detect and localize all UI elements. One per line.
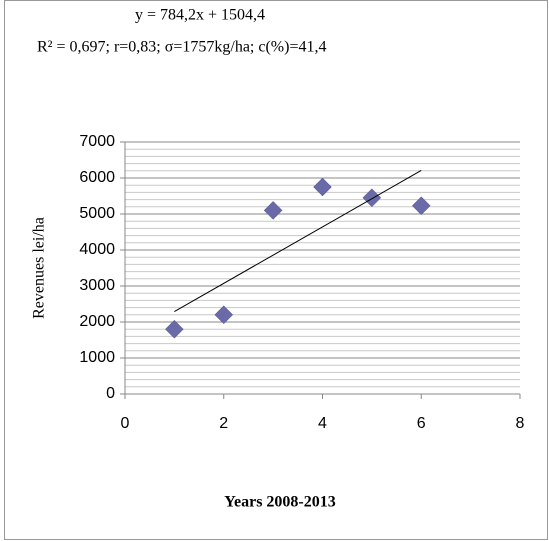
y-axis-label: Revenues lei/ha xyxy=(31,217,48,319)
y-tick-label: 1000 xyxy=(79,349,115,366)
x-axis-label: Years 2008-2013 xyxy=(224,494,336,511)
x-tick-label: 0 xyxy=(121,415,130,432)
y-tick-label: 0 xyxy=(106,385,115,402)
y-tick-label: 4000 xyxy=(79,241,115,258)
data-point xyxy=(165,319,184,339)
y-tick-label: 7000 xyxy=(79,133,115,150)
x-tick-label: 2 xyxy=(219,415,228,432)
trendline xyxy=(174,170,422,313)
chart-subtitle: R² = 0,697; r=0,83; σ=1757kg/ha; c(%)=41… xyxy=(37,39,326,56)
x-tick-label: 8 xyxy=(516,415,525,432)
x-tick-label: 6 xyxy=(417,415,426,432)
chart-title: y = 784,2x + 1504,4 xyxy=(135,7,265,24)
y-tick-label: 5000 xyxy=(79,205,115,222)
data-point xyxy=(214,305,234,325)
chart-border xyxy=(4,0,548,540)
data-point xyxy=(411,196,431,216)
data-point xyxy=(313,177,332,197)
y-tick-label: 6000 xyxy=(79,169,115,186)
data-point xyxy=(263,201,283,220)
y-tick-label: 2000 xyxy=(79,313,115,330)
y-tick-label: 3000 xyxy=(79,277,115,294)
x-tick-label: 4 xyxy=(318,415,327,432)
